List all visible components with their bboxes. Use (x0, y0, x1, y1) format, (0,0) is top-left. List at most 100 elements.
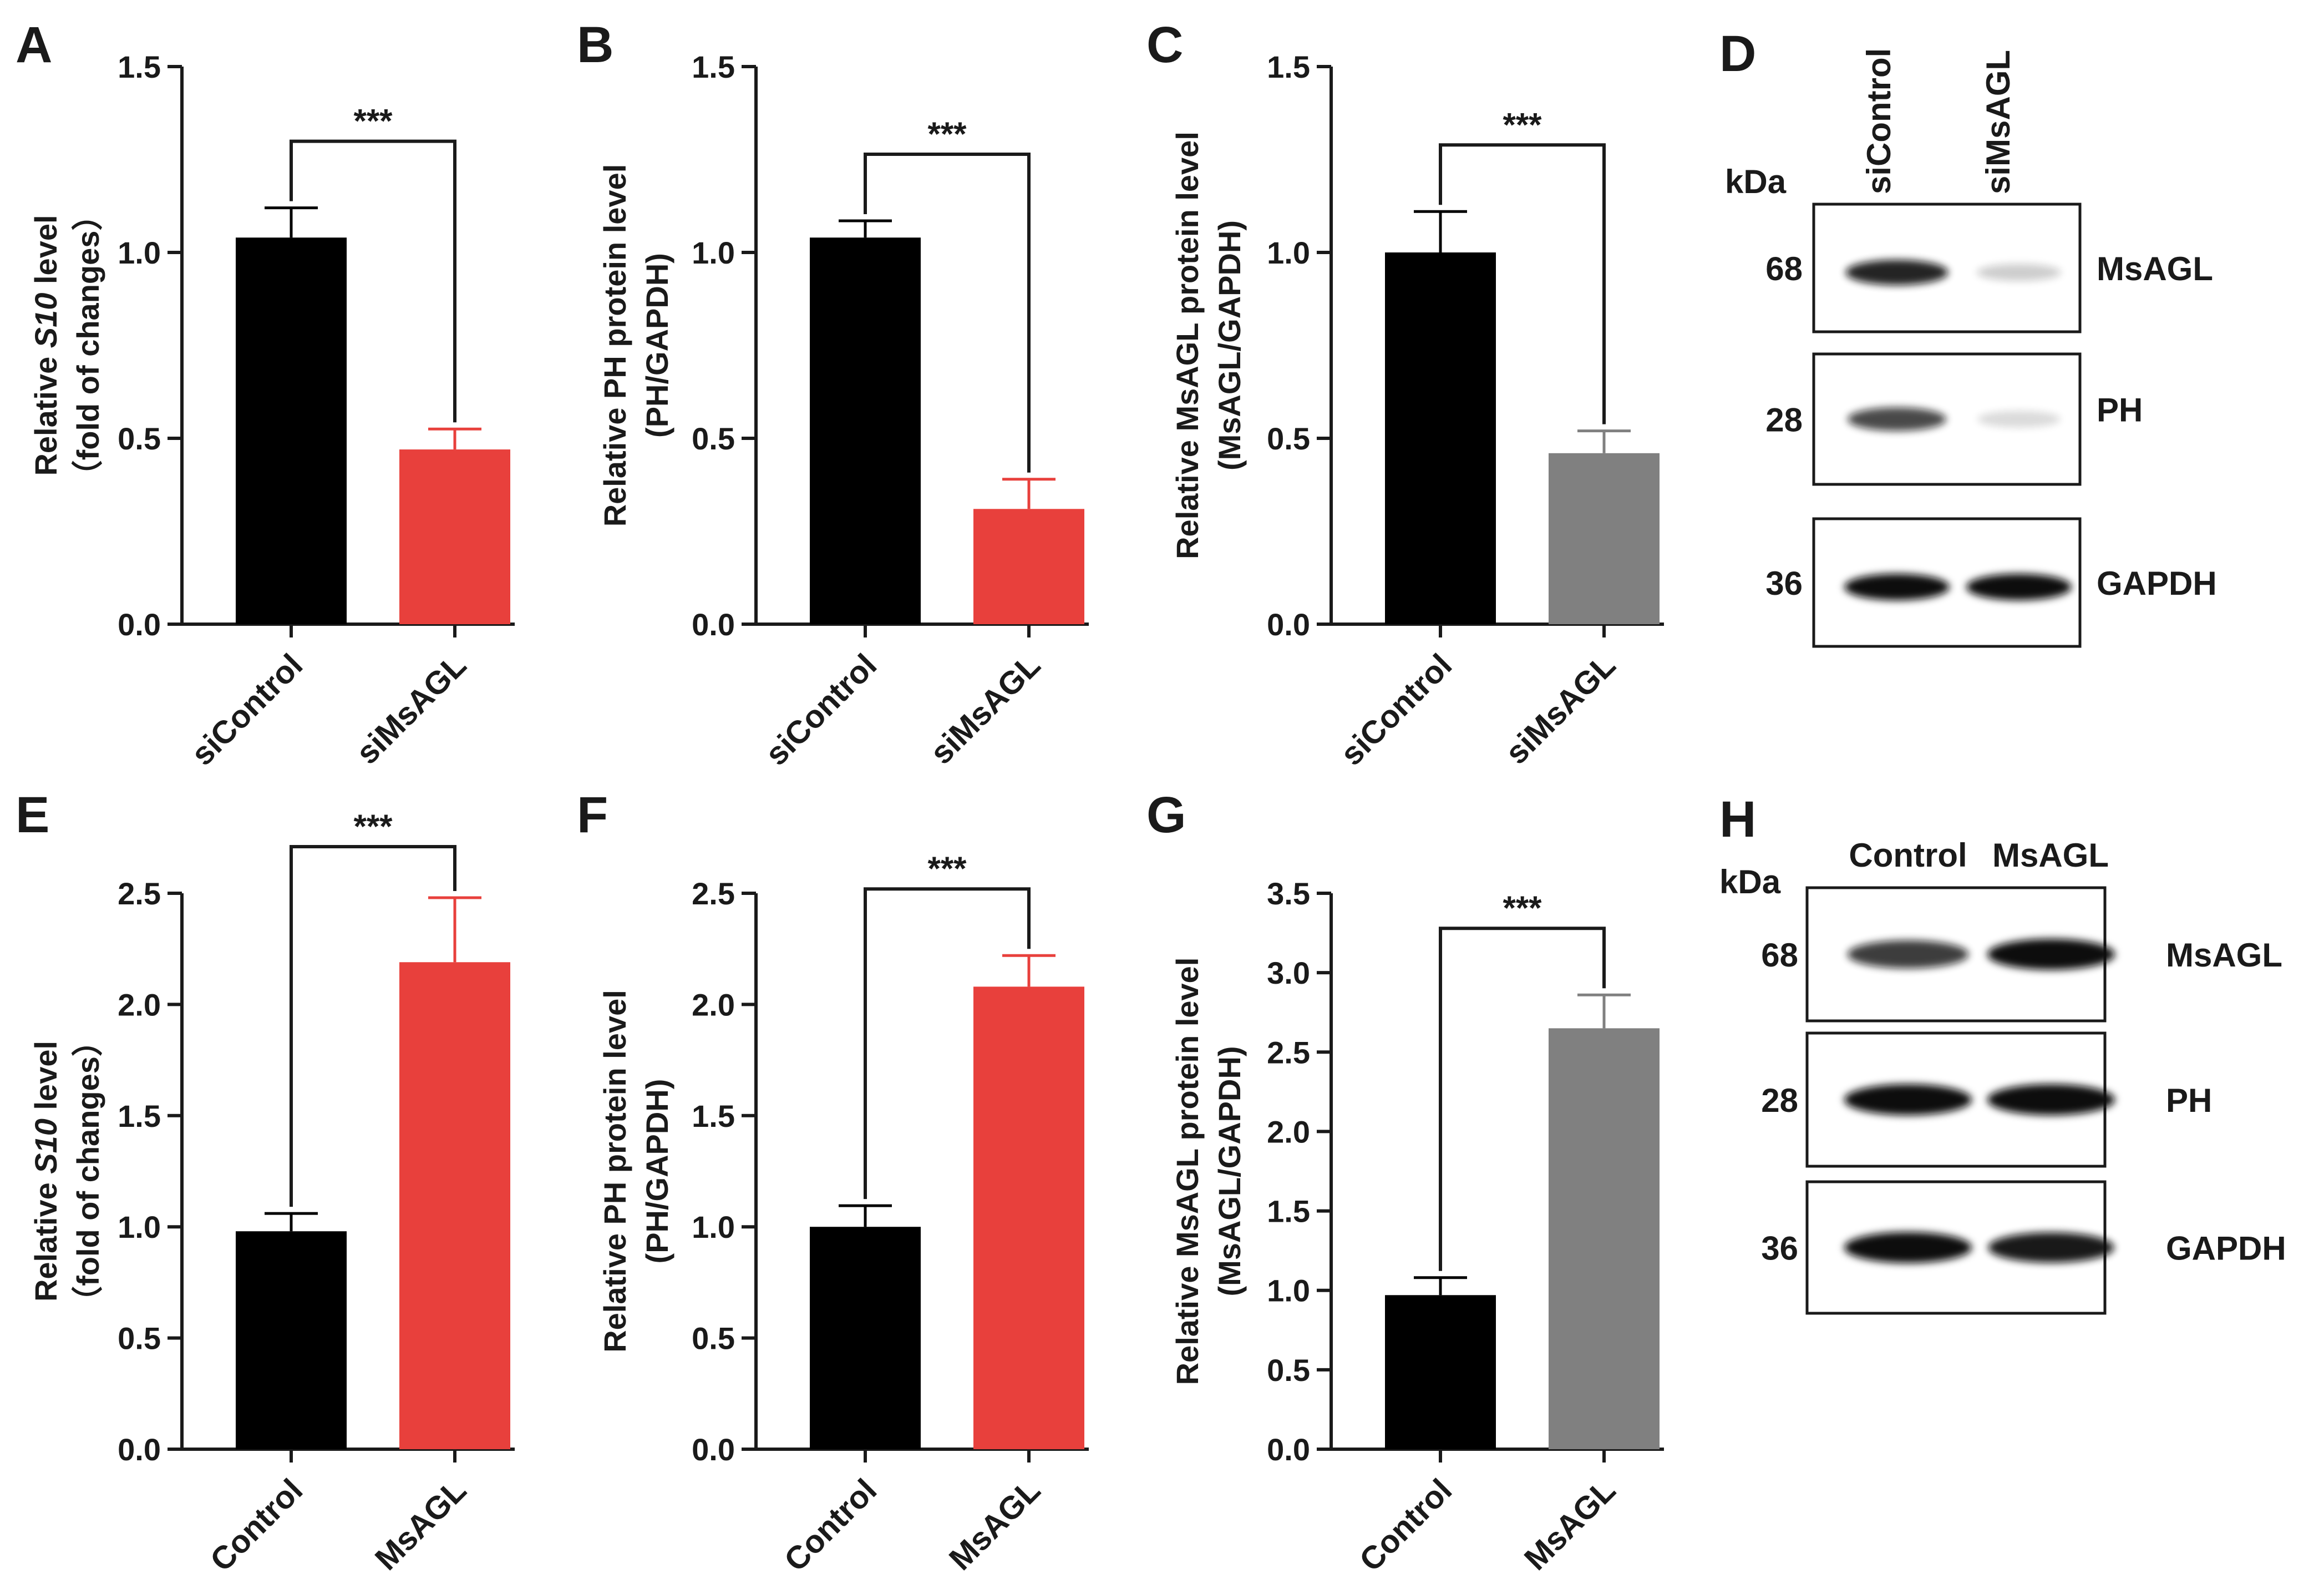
protein-label-gapdh: GAPDH (2166, 1230, 2286, 1267)
y-axis-label-part: S10 (28, 1119, 63, 1174)
lane-label-1: Control (1849, 837, 1967, 874)
chart-panel-b: B 0.0 0.5 1.0 1.5 Relative PH protein level (P… (577, 17, 1089, 772)
y-axis-label-line2: （fold of changes） (70, 1025, 105, 1317)
band-gapdh-lane2 (1988, 1232, 2114, 1263)
y-tick-label: 0.0 (692, 1432, 735, 1467)
category-label-1: siControl (184, 647, 309, 772)
y-tick-label: 0.5 (1267, 1353, 1310, 1388)
y-tick-label: 1.5 (118, 1099, 161, 1133)
panel-letter-a: A (16, 17, 52, 73)
molecular-weight-label: 28 (1765, 402, 1803, 439)
y-axis-label: Relative S10 level (28, 1041, 63, 1302)
molecular-weight-label: 36 (1765, 565, 1803, 602)
significance-bracket (290, 845, 456, 1207)
category-label-2: siMsAGL (1498, 647, 1622, 771)
y-tick-label: 0.5 (692, 1321, 735, 1356)
y-tick-label: 1.0 (118, 235, 161, 270)
bar-2 (399, 449, 510, 624)
panel-letter-c: C (1146, 17, 1183, 73)
y-axis-label-part: S10 (28, 293, 63, 348)
bar-2 (973, 509, 1084, 624)
y-axis-label-part: Relative (28, 1174, 63, 1302)
significance-bracket (1439, 927, 1606, 1271)
molecular-weight-label: 36 (1761, 1230, 1798, 1267)
lane-label-2: siMsAGL (1980, 50, 2017, 194)
category-label-1: siControl (758, 647, 884, 772)
y-tick-label: 0.0 (118, 607, 161, 642)
y-axis-label-part: level (28, 1041, 63, 1119)
y-tick-label: 0.5 (692, 421, 735, 456)
panel-letter-b: B (577, 17, 613, 73)
significance-label: *** (927, 115, 967, 153)
y-tick-label: 1.5 (1267, 1194, 1310, 1229)
y-tick-label: 0.0 (118, 1432, 161, 1467)
y-axis-label-line2: (PH/GAPDH) (640, 253, 674, 438)
y-tick-label: 3.0 (1267, 955, 1310, 990)
category-label-1: siControl (1333, 647, 1459, 772)
y-tick-label: 1.0 (118, 1210, 161, 1244)
y-tick-label: 1.0 (692, 1210, 735, 1244)
category-label-2: MsAGL (368, 1472, 474, 1577)
y-axis-label: Relative PH protein level (597, 990, 632, 1353)
panel-letter-g: G (1146, 787, 1186, 843)
protein-label-msagl: MsAGL (2097, 250, 2213, 287)
y-tick-label: 1.0 (1267, 235, 1310, 270)
molecular-weight-label: 28 (1761, 1082, 1798, 1119)
significance-label: *** (1503, 106, 1542, 143)
protein-label-gapdh: GAPDH (2097, 565, 2217, 602)
significance-label: *** (1503, 889, 1542, 927)
y-tick-label: 2.5 (118, 876, 161, 911)
y-axis-label-part: Relative PH protein level (597, 164, 632, 527)
protein-label-ph: PH (2166, 1082, 2212, 1119)
panel-letter-e: E (16, 787, 49, 843)
bar-1 (1385, 252, 1496, 624)
significance-bracket (864, 887, 1031, 1200)
significance-bracket (1439, 143, 1606, 424)
panel-letter-h: H (1719, 791, 1756, 848)
panel-letter-d: D (1719, 26, 1756, 82)
band-msagl-lane1 (1847, 940, 1969, 969)
chart-panel-e: E 0.0 0.5 1.0 1.5 2.0 2.5 Relative S10 level （fo… (16, 787, 515, 1578)
band-ph-lane2 (1987, 1084, 2115, 1115)
y-tick-label: 1.5 (692, 1099, 735, 1133)
y-axis-label-part: Relative (28, 348, 63, 475)
lane-label-2: MsAGL (1992, 837, 2109, 874)
y-axis-label: Relative MsAGL protein level (1170, 131, 1205, 559)
category-label-2: MsAGL (942, 1472, 1048, 1577)
bar-2 (1549, 453, 1660, 624)
bar-2 (399, 962, 510, 1449)
y-tick-label: 1.5 (1267, 49, 1310, 84)
y-tick-label: 0.5 (1267, 421, 1310, 456)
y-axis-label-line2: (MsAGL/GAPDH) (1212, 220, 1247, 470)
y-tick-label: 0.5 (118, 1321, 161, 1356)
y-axis-label-line2: （fold of changes） (70, 200, 105, 492)
category-label-1: Control (777, 1472, 884, 1578)
band-ph-lane1 (1847, 407, 1947, 431)
molecular-weight-label: 68 (1761, 937, 1798, 974)
category-label-2: siMsAGL (923, 647, 1047, 771)
bar-1 (236, 1231, 347, 1449)
y-axis-label: Relative S10 level (28, 215, 63, 475)
y-tick-label: 1.5 (118, 49, 161, 84)
y-tick-label: 0.0 (1267, 1432, 1310, 1467)
kda-label: kDa (1725, 163, 1787, 200)
bar-1 (810, 1227, 921, 1449)
band-gapdh-lane1 (1844, 1232, 1972, 1263)
kda-label: kDa (1719, 863, 1781, 900)
y-tick-label: 0.5 (118, 421, 161, 456)
bar-2 (1549, 1028, 1660, 1449)
significance-bracket (290, 139, 456, 423)
band-msagl-lane2 (1977, 264, 2061, 281)
band-ph-lane2 (1977, 411, 2061, 428)
significance-bracket (864, 153, 1031, 473)
category-label-1: Control (203, 1472, 309, 1578)
y-tick-label: 1.5 (692, 49, 735, 84)
y-axis-label-part: level (28, 215, 63, 292)
panel-letter-f: F (577, 787, 608, 843)
y-tick-label: 1.0 (692, 235, 735, 270)
category-label-2: MsAGL (1518, 1472, 1623, 1577)
y-axis-label-line2: (MsAGL/GAPDH) (1212, 1046, 1247, 1296)
y-tick-label: 2.0 (692, 987, 735, 1022)
band-gapdh-lane2 (1966, 574, 2072, 600)
